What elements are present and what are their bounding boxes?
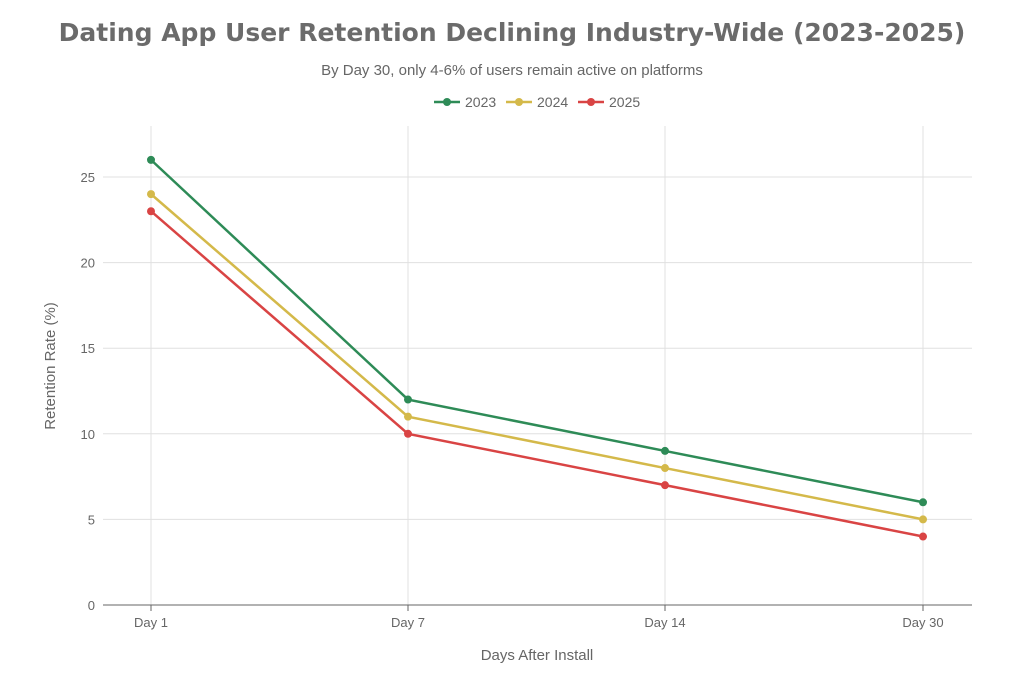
x-tick-label: Day 7	[391, 615, 425, 630]
legend-label-2024: 2024	[537, 94, 568, 110]
series-line-2024	[150, 193, 924, 521]
data-point-2025	[919, 532, 927, 541]
data-point-2023	[661, 446, 669, 455]
chart-subtitle: By Day 30, only 4-6% of users remain act…	[321, 62, 703, 79]
y-tick-label: 5	[88, 512, 95, 527]
x-tick-label: Day 14	[644, 615, 685, 630]
data-point-2024	[661, 464, 669, 473]
data-point-2024	[404, 412, 412, 421]
data-point-2023	[404, 395, 412, 404]
legend-label-2025: 2025	[609, 94, 640, 110]
x-tick-label: Day 1	[134, 615, 168, 630]
y-tick-label: 15	[81, 341, 95, 356]
series-line-2023	[150, 158, 924, 504]
chart-title: Dating App User Retention Declining Indu…	[58, 18, 966, 47]
legend-marker-2023	[443, 98, 451, 106]
y-axis-title: Retention Rate (%)	[42, 302, 59, 430]
x-axis-title: Days After Install	[481, 647, 594, 664]
y-tick-label: 10	[81, 427, 95, 442]
x-tick-label: Day 30	[902, 615, 943, 630]
y-tick-label: 25	[81, 170, 95, 185]
data-point-2024	[919, 515, 927, 524]
data-point-2023	[147, 155, 155, 164]
y-tick-label: 0	[88, 598, 95, 613]
y-tick-label: 20	[81, 256, 95, 271]
data-point-2025	[147, 207, 155, 216]
legend-marker-2025	[587, 98, 595, 106]
data-point-2025	[661, 481, 669, 490]
data-point-2025	[404, 429, 412, 438]
legend-marker-2024	[515, 98, 523, 106]
legend-label-2023: 2023	[465, 94, 496, 110]
data-point-2023	[919, 498, 927, 507]
data-point-2024	[147, 190, 155, 199]
series-line-2025	[150, 210, 924, 538]
